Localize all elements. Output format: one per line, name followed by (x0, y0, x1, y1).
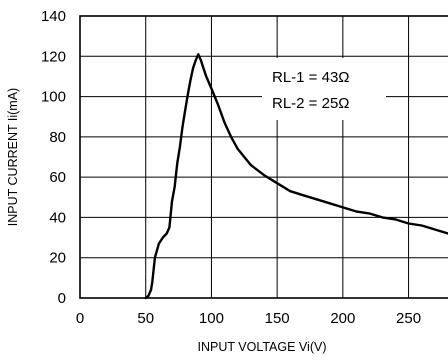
x-tick-label-3: 150 (265, 310, 290, 327)
x-tick-label-4: 200 (330, 310, 355, 327)
x-tick-label-5: 250 (396, 310, 421, 327)
y-tick-label-7: 140 (41, 8, 66, 25)
y-tick-labels: 0 20 40 60 80 100 120 140 (41, 8, 66, 307)
y-tick-label-0: 0 (58, 290, 66, 307)
y-axis-label: INPUT CURRENT Ii(mA) (6, 88, 20, 226)
annotation-box: RL-1 = 43Ω RL-2 = 25Ω (262, 58, 386, 120)
y-tick-label-5: 100 (41, 89, 66, 106)
data-series (144, 53, 448, 300)
y-tick-label-2: 40 (49, 209, 66, 226)
x-axis-label: INPUT VOLTAGE Vi(V) (198, 340, 327, 354)
annotation-rl-1: RL-1 = 43Ω (272, 69, 350, 86)
x-tick-label-2: 100 (199, 310, 224, 327)
x-tick-label-0: 0 (76, 310, 84, 327)
plot-area-frame (79, 15, 448, 299)
x-tick-labels: 0 50 100 150 200 250 (76, 310, 421, 327)
y-tick-label-3: 60 (49, 169, 66, 186)
annotation-rl-2: RL-2 = 25Ω (272, 95, 350, 112)
y-tick-label-6: 120 (41, 48, 66, 65)
annotation-background (262, 58, 386, 120)
y-tick-label-1: 20 (49, 250, 66, 267)
x-tick-label-1: 50 (137, 310, 154, 327)
y-tick-label-4: 80 (49, 129, 66, 146)
series-line-0 (144, 53, 448, 300)
